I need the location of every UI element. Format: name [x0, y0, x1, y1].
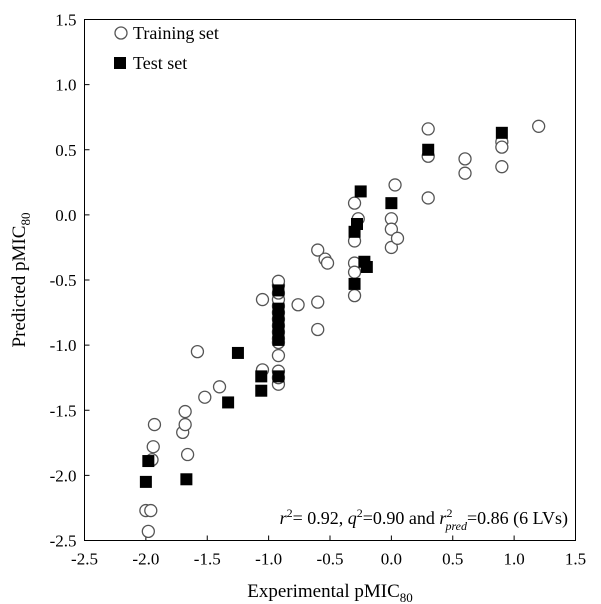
- training-point: [147, 417, 162, 432]
- training-point: [320, 256, 335, 270]
- y-tick-label: 1.0: [55, 76, 76, 95]
- test-point: [495, 126, 508, 139]
- test-point: [385, 197, 398, 210]
- training-point: [311, 295, 325, 309]
- y-axis-title: Predicted pMIC80: [9, 213, 33, 348]
- x-tick-label: -0.5: [317, 550, 344, 569]
- training-point: [212, 380, 227, 394]
- x-tick-label: 1.0: [504, 550, 525, 569]
- training-point: [255, 292, 270, 307]
- x-tick-label: 0.5: [442, 550, 463, 569]
- test-point: [351, 217, 364, 230]
- training-point: [495, 160, 509, 174]
- test-point: [272, 370, 285, 383]
- test-point: [255, 370, 268, 383]
- training-point: [347, 196, 362, 210]
- legend-test-label: Test set: [133, 53, 187, 73]
- training-point: [190, 344, 205, 359]
- test-point: [422, 143, 435, 156]
- training-point: [180, 447, 195, 462]
- test-point: [354, 185, 367, 198]
- y-tick-label: -2.0: [50, 466, 77, 485]
- test-point: [255, 384, 268, 397]
- legend-test-marker: [114, 57, 126, 69]
- legend-training-label: Training set: [133, 23, 219, 43]
- x-tick-label: -1.0: [255, 550, 282, 569]
- training-point: [347, 288, 362, 303]
- x-tick-label: 1.5: [565, 550, 586, 569]
- training-point: [388, 178, 402, 192]
- x-tick-label: -1.5: [194, 550, 221, 569]
- training-point: [421, 191, 435, 205]
- test-point: [348, 277, 361, 290]
- y-tick-label: 0.5: [55, 141, 76, 160]
- y-tick-label: -2.5: [50, 532, 77, 551]
- training-point: [384, 222, 399, 236]
- test-point: [272, 284, 285, 297]
- training-point: [178, 404, 192, 419]
- training-point: [271, 348, 286, 363]
- training-point: [384, 240, 399, 255]
- test-point: [180, 473, 193, 486]
- x-tick-label: -2.0: [132, 550, 159, 569]
- y-tick-label: 0.0: [55, 206, 76, 225]
- plot-frame: [84, 19, 576, 541]
- x-axis-ticks: -2.5 -2.0 -1.5 -1.0 -0.5 0.0 0.5 1.0 1.5: [71, 535, 586, 569]
- x-tick-label: -2.5: [71, 550, 98, 569]
- training-point: [146, 440, 160, 454]
- test-point: [222, 396, 235, 409]
- training-point: [458, 166, 472, 180]
- test-point: [272, 333, 285, 346]
- x-axis-title: Experimental pMIC80: [247, 581, 413, 604]
- y-tick-label: -0.5: [50, 271, 77, 290]
- test-point: [231, 346, 244, 359]
- stats-annotation: r2= 0.92, q2=0.90 and r2 pred=0.86 (6 LVs…: [280, 506, 568, 533]
- training-point: [347, 265, 362, 279]
- test-point: [360, 260, 373, 273]
- test-point: [139, 475, 152, 488]
- legend-training-marker: [114, 26, 128, 40]
- training-point: [458, 152, 472, 166]
- x-tick-label: 0.0: [381, 550, 402, 569]
- legend: Training set Test set: [114, 23, 219, 73]
- training-point: [178, 417, 192, 432]
- training-point: [311, 243, 325, 257]
- training-point: [421, 122, 435, 136]
- training-point: [311, 322, 325, 337]
- y-tick-label: 1.5: [55, 11, 76, 30]
- data-points: [139, 119, 546, 539]
- training-point: [144, 503, 158, 518]
- training-point: [141, 524, 155, 539]
- y-tick-label: -1.5: [50, 401, 77, 420]
- training-point: [198, 390, 212, 404]
- y-tick-label: -1.0: [50, 336, 77, 355]
- test-point: [142, 455, 155, 468]
- training-point: [291, 298, 305, 312]
- y-axis-ticks: -2.5 -2.0 -1.5 -1.0 -0.5 0.0 0.5 1.0 1.5: [50, 11, 90, 551]
- training-point: [390, 231, 405, 245]
- training-point: [532, 119, 546, 133]
- training-point: [495, 140, 509, 154]
